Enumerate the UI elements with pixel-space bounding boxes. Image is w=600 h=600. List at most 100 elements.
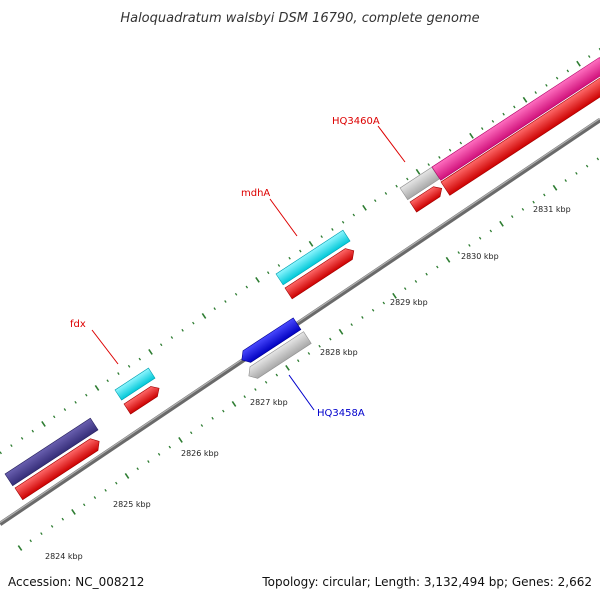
minor-tick [299,249,302,253]
scale-label: 2824 kbp [45,552,83,561]
minor-tick [331,228,334,231]
minor-tick [436,265,439,269]
major-tick [392,292,397,299]
minor-tick [543,193,546,197]
gene-label-fdx: fdx [70,319,86,330]
major-tick [522,96,528,103]
minor-tick [40,532,43,535]
major-tick [469,132,474,139]
minor-tick [136,467,139,471]
major-tick [285,364,290,371]
minor-tick [320,235,323,239]
minor-tick [115,481,118,485]
minor-tick [521,207,525,211]
major-tick [499,220,504,227]
minor-tick [264,380,268,384]
callout-line-mdha [269,198,298,237]
minor-tick [213,307,216,311]
scale-label: 2826 kbp [181,449,219,458]
minor-tick [211,416,214,420]
minor-tick [382,301,386,305]
major-tick [124,473,130,479]
minor-tick [395,184,398,188]
major-tick [178,436,183,443]
minor-tick [117,372,120,375]
major-tick [201,312,207,319]
major-tick [231,400,237,407]
gene-purple-feature [4,417,99,487]
scale-label: 2830 kbp [461,252,499,261]
major-tick [552,184,558,191]
minor-tick [104,488,107,492]
minor-tick [157,452,161,456]
minor-tick [427,163,430,166]
gene-hq3460a-magenta [431,57,600,181]
callout-line-hq3460a [377,125,406,163]
minor-tick [200,424,204,427]
minor-tick [277,264,281,267]
callout-line-fdx [91,329,119,365]
gene-tracks [4,57,600,501]
minor-tick [170,336,174,339]
minor-tick [448,148,452,152]
minor-tick [234,292,238,296]
genome-backbone [0,118,600,526]
minor-tick [406,177,409,181]
minor-tick [189,431,193,435]
minor-tick [438,155,441,159]
accession-text: Accession: NC_008212 [8,575,144,589]
cds-hq3460a-red [440,72,600,196]
minor-tick [181,328,184,332]
major-tick [94,385,100,391]
scale-label: 2828 kbp [320,348,358,357]
minor-tick [82,503,86,507]
major-tick [148,348,153,355]
scale-label: 2831 kbp [533,205,571,214]
map-title: Haloquadratum walsbyi DSM 16790, complet… [120,11,479,26]
minor-tick [52,415,56,419]
cds-purple-red [14,438,100,501]
minor-tick [575,171,578,175]
minor-tick [29,539,32,543]
gene-mdha-rna [275,229,351,286]
callout-line-hq3458a [288,374,315,411]
minor-tick [585,164,589,168]
major-tick [576,60,581,67]
major-tick [445,256,451,263]
minor-tick [307,352,311,355]
scale-label: 2829 kbp [390,298,428,307]
minor-tick [192,321,195,325]
minor-tick [555,76,559,80]
major-tick [17,545,23,551]
minor-tick [371,308,375,312]
minor-tick [457,251,460,254]
minor-tick [403,287,407,291]
gene-label-hq3460a: HQ3460A [332,116,380,127]
minor-tick [61,517,65,521]
minor-tick [20,436,24,440]
minor-tick [341,220,345,224]
minor-tick [502,112,505,116]
minor-tick [564,179,567,182]
major-tick [415,168,421,175]
minor-tick [254,388,257,391]
minor-tick [329,337,332,341]
minor-tick [127,364,131,368]
gene-fdx-rna [114,367,156,401]
minor-tick [414,280,418,283]
minor-tick [566,69,570,73]
outer-tick-ring [0,47,600,455]
minor-tick [513,105,516,109]
minor-tick [10,444,13,447]
minor-tick [587,55,591,58]
scale-label: 2827 kbp [250,398,288,407]
minor-tick [489,229,493,233]
minor-tick [478,236,482,240]
minor-tick [74,400,77,404]
minor-tick [0,451,2,455]
minor-tick [106,379,109,383]
minor-tick [352,213,356,217]
cds-gray-red [409,186,443,213]
gene-label-hq3458a: HQ3458A [317,408,365,419]
